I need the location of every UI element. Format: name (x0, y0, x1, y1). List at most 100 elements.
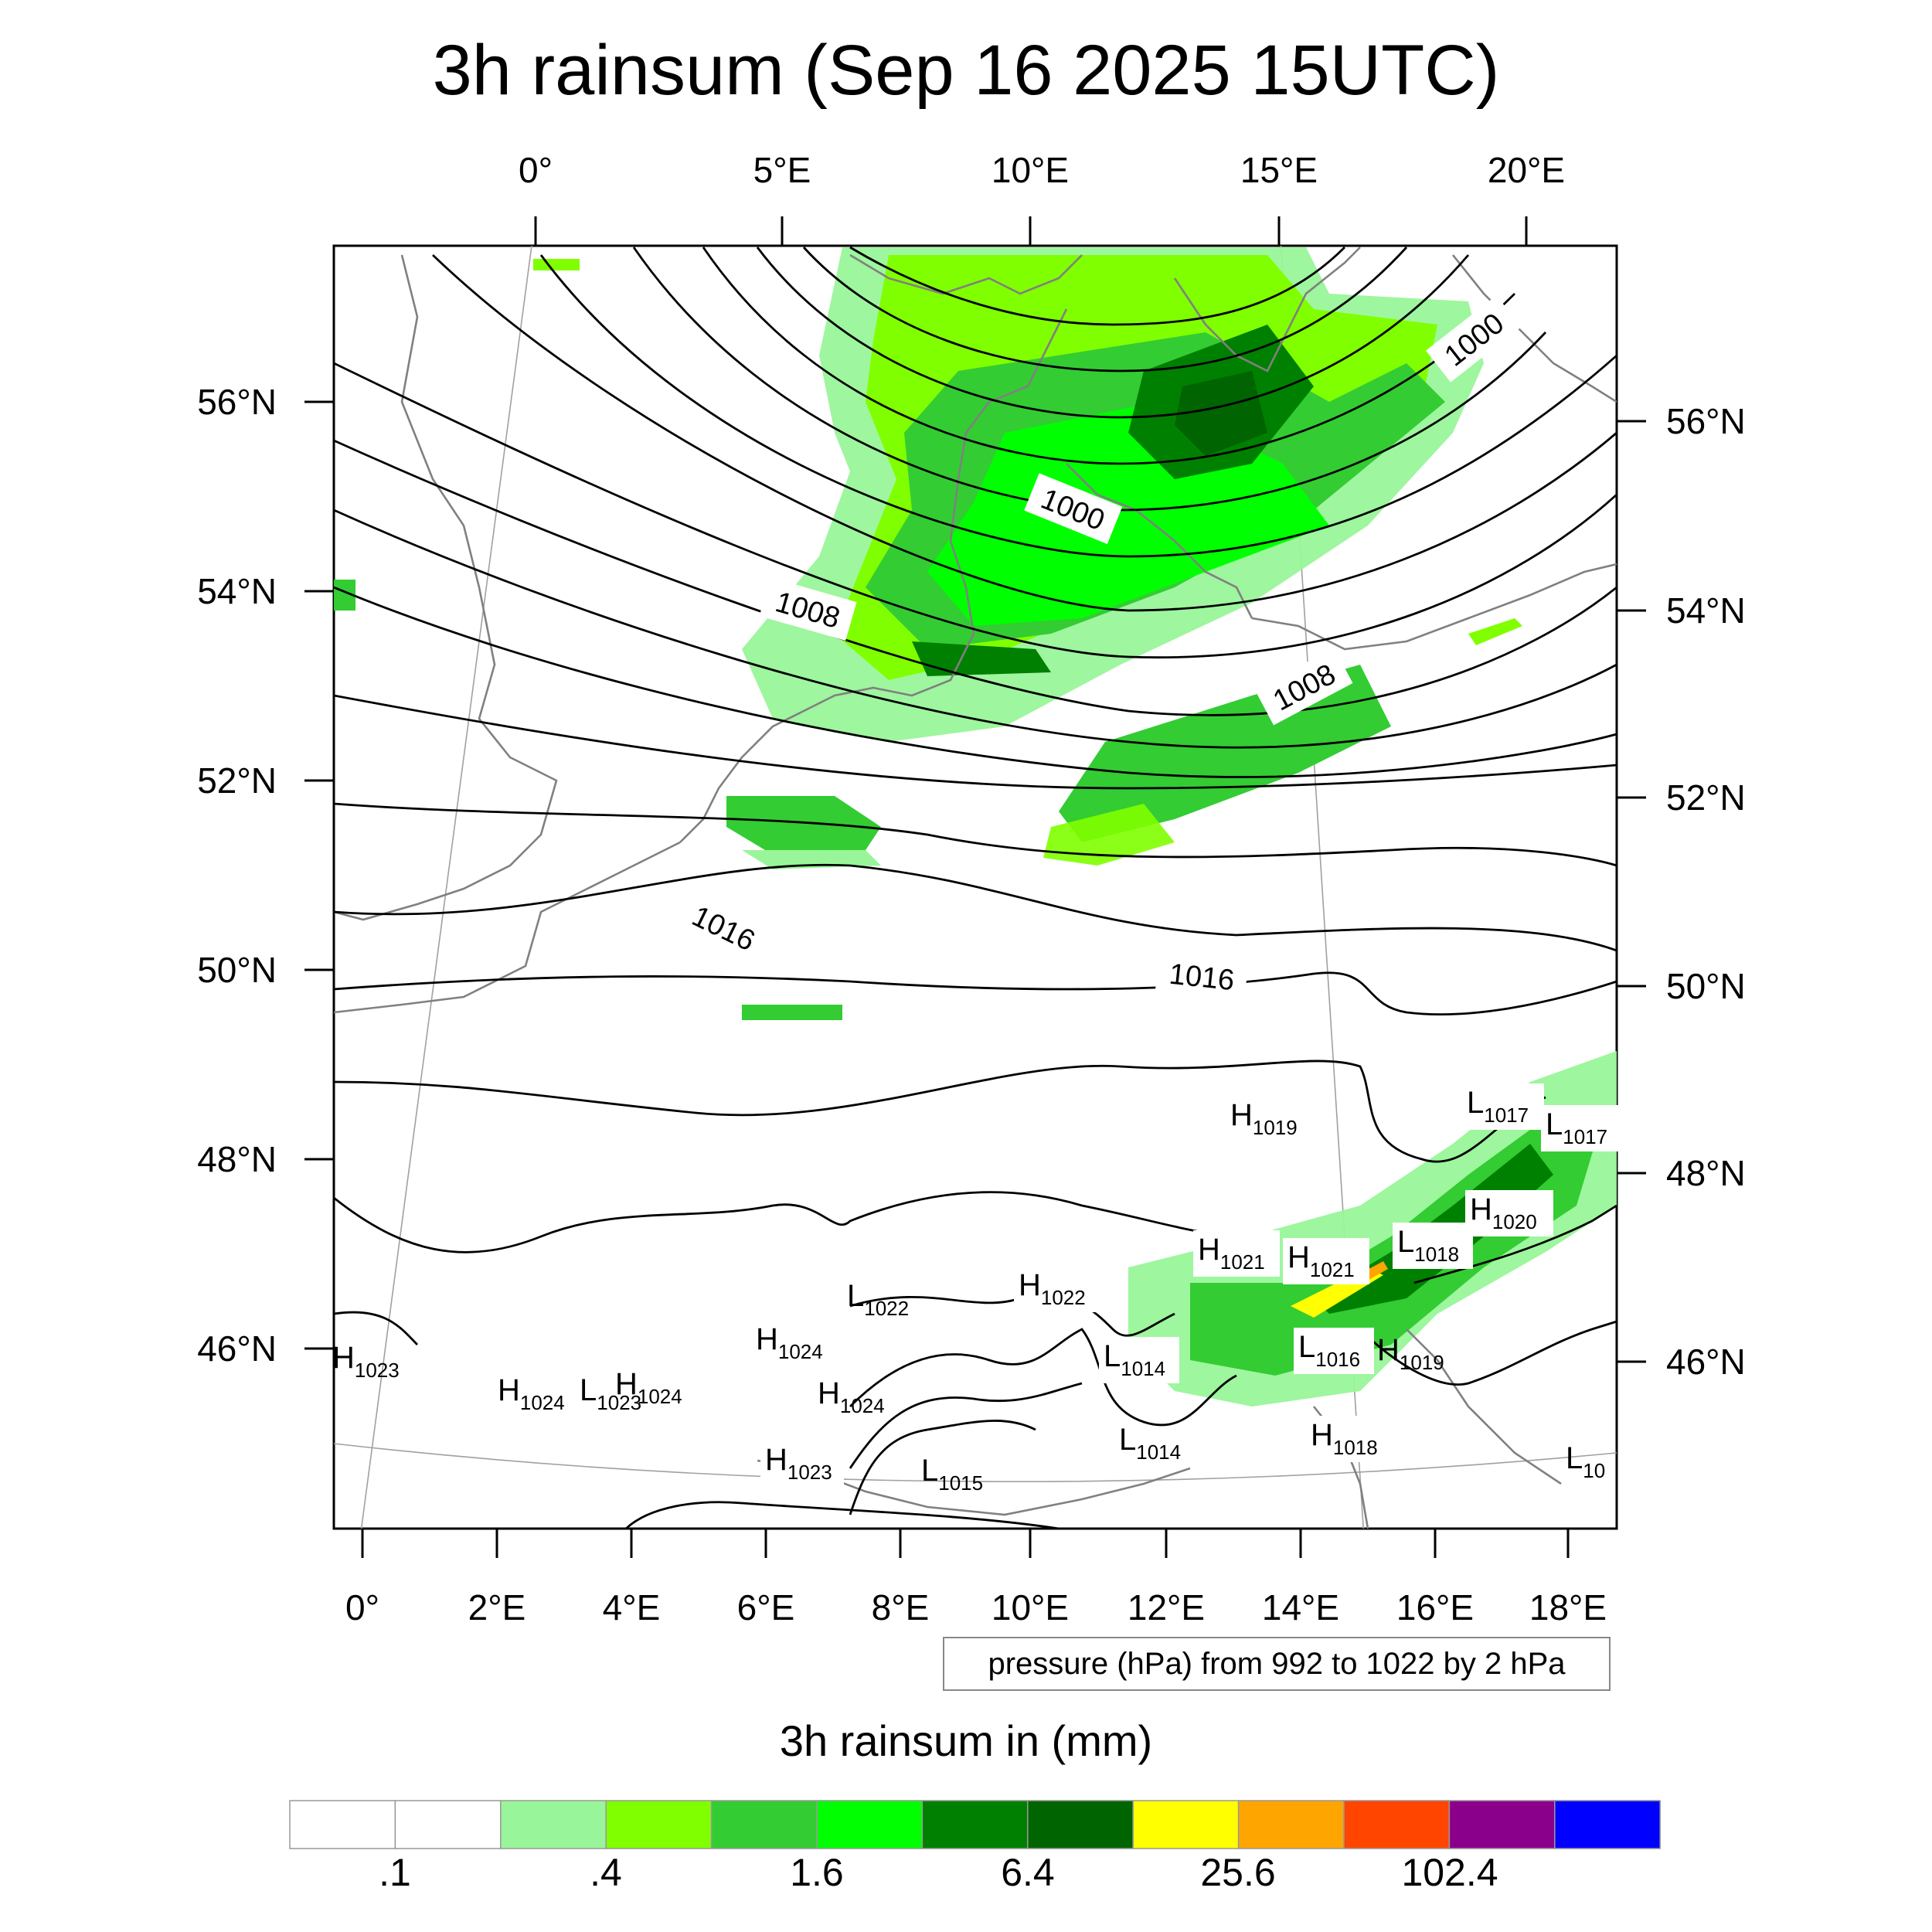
colorbar-cell (1343, 1800, 1451, 1849)
colorbar-cell (500, 1800, 607, 1849)
center-value: 1023 (787, 1461, 832, 1484)
center-kind: H (1287, 1240, 1310, 1274)
pressure-center: L1022 (847, 1279, 909, 1320)
isobar-alps-3 (849, 1382, 1083, 1469)
left-lat-label: 46°N (197, 1328, 277, 1369)
pressure-center: H1021 (1193, 1230, 1280, 1277)
center-value: 1024 (520, 1391, 565, 1414)
colorbar-cell (1132, 1800, 1240, 1849)
bottom-lon-label: 14°E (1262, 1587, 1339, 1628)
colorbar-tick-label: .4 (590, 1851, 622, 1894)
pressure-center: L1014 (1119, 1423, 1181, 1464)
isobar-1022b (334, 1311, 418, 1345)
svg-text:H1021: H1021 (1198, 1233, 1265, 1274)
center-value: 1024 (840, 1394, 885, 1417)
svg-text:H1019: H1019 (1230, 1098, 1298, 1139)
isobar-south (625, 1501, 1060, 1529)
svg-text:H1024: H1024 (498, 1373, 565, 1414)
svg-text:L1017: L1017 (1546, 1107, 1607, 1148)
pressure-center: H1019 (1377, 1333, 1444, 1374)
center-value: 1024 (638, 1385, 682, 1408)
bottom-lon-label: 12°E (1128, 1587, 1205, 1628)
colorbar-cell (816, 1800, 923, 1849)
colorbar-cell (394, 1800, 502, 1849)
center-value: 1024 (778, 1340, 823, 1363)
center-kind: L (1566, 1441, 1583, 1475)
rain-patch-uk2 (334, 580, 355, 611)
colorbar-cell (921, 1800, 1029, 1849)
colorbar-tick-label: 25.6 (1200, 1851, 1275, 1894)
center-kind: H (765, 1443, 787, 1477)
coast-norway (849, 253, 1083, 295)
top-axis: 0° 5°E 10°E 15°E 20°E (519, 150, 1565, 246)
center-value: 1018 (1333, 1436, 1378, 1459)
svg-text:H1024: H1024 (615, 1367, 682, 1408)
isobar-1012 (334, 694, 1617, 790)
parallel-45n (334, 1443, 1617, 1483)
rain-patch-scandi (1468, 618, 1522, 645)
isobar-1020 (334, 1060, 1546, 1163)
coast-britain-east (334, 254, 558, 921)
center-kind: L (1546, 1107, 1563, 1141)
right-lat-label: 50°N (1666, 966, 1746, 1006)
svg-text:L1022: L1022 (847, 1279, 909, 1320)
isobar-1006 (334, 439, 1617, 716)
svg-text:H1018: H1018 (1311, 1418, 1378, 1459)
coast-denmark-islands (1066, 463, 1253, 619)
colorbar-cell (1554, 1800, 1661, 1849)
right-lat-label: 52°N (1666, 777, 1746, 818)
bottom-lon-label: 8°E (872, 1587, 930, 1628)
chart-title: 3h rainsum (Sep 16 2025 15UTC) (432, 31, 1500, 110)
pressure-center: H1024 (498, 1373, 565, 1414)
right-axis: 56°N 54°N 52°N 50°N 48°N 46°N (1617, 401, 1746, 1382)
top-lon-label: 0° (519, 150, 553, 190)
svg-text:H1023: H1023 (765, 1443, 832, 1484)
isobar-992 (802, 247, 1408, 372)
bottom-lon-label: 6°E (737, 1587, 795, 1628)
left-lat-label: 56°N (197, 382, 277, 422)
pressure-center: H1021 (1283, 1238, 1369, 1284)
svg-text:L1015: L1015 (921, 1454, 983, 1495)
left-lat-label: 52°N (197, 760, 277, 801)
center-kind: H (756, 1322, 778, 1356)
isobar-alps-4 (849, 1420, 1036, 1515)
center-kind: L (1104, 1339, 1121, 1373)
center-kind: L (847, 1279, 864, 1313)
pressure-center: H1024 (756, 1322, 823, 1363)
center-kind: H (818, 1376, 840, 1410)
svg-text:L10: L10 (1566, 1441, 1605, 1482)
center-kind: L (1397, 1225, 1414, 1259)
pressure-center: H1019 (1230, 1098, 1298, 1139)
pressure-center: L1017 (1541, 1105, 1618, 1151)
center-kind: L (1119, 1423, 1136, 1457)
center-value: 1023 (597, 1391, 641, 1414)
center-value: 10 (1583, 1459, 1605, 1482)
right-lat-label: 56°N (1666, 401, 1746, 441)
contour-info-box: pressure (hPa) from 992 to 1022 by 2 hPa (943, 1637, 1611, 1691)
svg-text:H1019: H1019 (1377, 1333, 1444, 1374)
colorbar-cell (710, 1800, 818, 1849)
pressure-center: L1014 (1099, 1337, 1179, 1383)
pressure-center: H1018 (1306, 1416, 1386, 1462)
isobar-label: 1016 (1168, 958, 1236, 998)
pressure-center: L1017 (1462, 1083, 1544, 1130)
isobar-southeast (1359, 1320, 1617, 1386)
isobar-1010 (334, 586, 1617, 778)
top-lon-label: 10°E (992, 150, 1069, 190)
svg-text:L1018: L1018 (1397, 1225, 1459, 1266)
isobar-1002 (432, 253, 1617, 612)
center-kind: H (1470, 1192, 1492, 1226)
center-value: 1019 (1253, 1116, 1298, 1139)
center-value: 1014 (1136, 1440, 1181, 1464)
top-lon-label: 20°E (1488, 150, 1565, 190)
top-lon-label: 5°E (753, 150, 811, 190)
colorbar-cell (1448, 1800, 1556, 1849)
colorbar-tick-label: 102.4 (1401, 1851, 1498, 1894)
right-lat-label: 46°N (1666, 1342, 1746, 1382)
svg-text:H1022: H1022 (1019, 1268, 1086, 1309)
coast-sweden (1173, 247, 1361, 372)
isobar-990 (849, 246, 1345, 326)
svg-text:H1020: H1020 (1470, 1192, 1537, 1233)
svg-text:H1023: H1023 (332, 1341, 400, 1382)
